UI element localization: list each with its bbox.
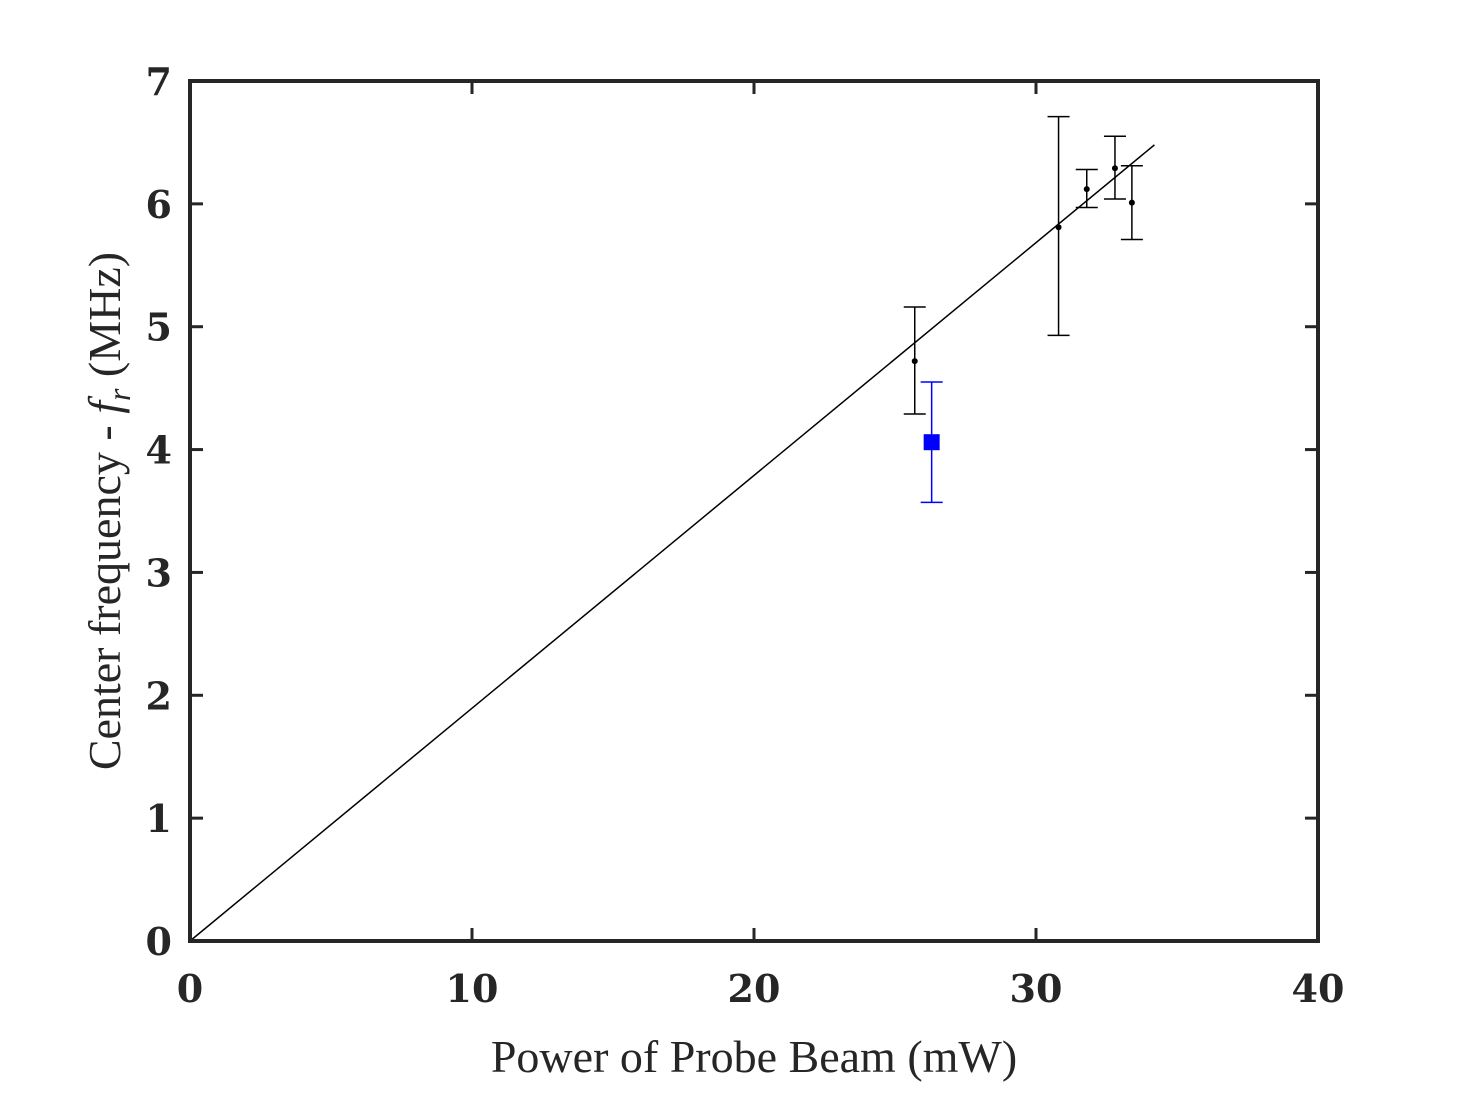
y-tick-label: 0 bbox=[146, 919, 172, 964]
plot-frame bbox=[188, 79, 1320, 943]
data-point-square bbox=[923, 434, 940, 451]
plot-background bbox=[190, 81, 1318, 941]
x-axis-label: Power of Probe Beam (mW) bbox=[491, 1031, 1017, 1082]
data-point bbox=[1083, 186, 1090, 193]
data-point bbox=[1111, 165, 1118, 172]
y-tick-label: 5 bbox=[146, 305, 172, 350]
y-axis-label-suffix: (MHz) bbox=[79, 252, 130, 389]
x-tick-label: 30 bbox=[1010, 966, 1063, 1011]
x-tick-label: 20 bbox=[728, 966, 781, 1011]
data-marks bbox=[903, 115, 1143, 504]
y-axis-label: Center frequency - fr (MHz) bbox=[79, 252, 137, 770]
y-tick-labels: 0 1 2 3 4 5 6 7 bbox=[146, 59, 172, 964]
y-axis-label-subscript: r bbox=[101, 388, 137, 401]
fit-line-layer bbox=[189, 144, 1155, 942]
y-tick-label: 2 bbox=[146, 673, 172, 718]
x-tick-labels: 0 10 20 30 40 bbox=[177, 966, 1345, 1011]
y-tick-label: 6 bbox=[146, 182, 172, 227]
x-tick-label: 0 bbox=[177, 966, 203, 1011]
data-point bbox=[1055, 224, 1062, 231]
y-tick-label: 7 bbox=[146, 59, 172, 104]
x-tick-label: 40 bbox=[1292, 966, 1345, 1011]
y-tick-label: 1 bbox=[146, 796, 172, 841]
y-tick-label: 3 bbox=[146, 550, 172, 595]
fit-line bbox=[189, 144, 1155, 942]
x-tick-label: 10 bbox=[446, 966, 499, 1011]
data-point bbox=[1128, 199, 1135, 206]
y-tick-label: 4 bbox=[146, 428, 172, 473]
data-point bbox=[911, 358, 918, 365]
y-axis-label-prefix: Center frequency - bbox=[79, 414, 130, 770]
